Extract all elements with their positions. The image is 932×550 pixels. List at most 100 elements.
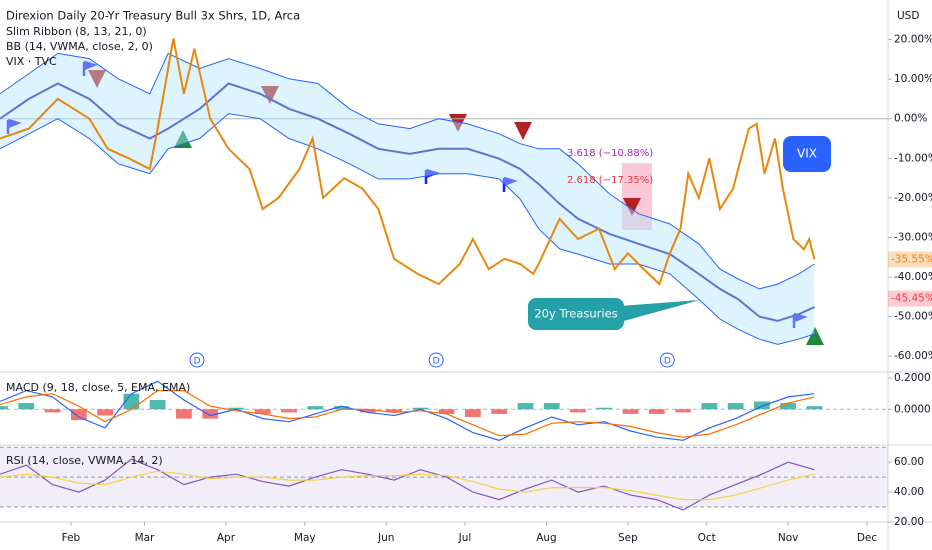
buy-triangle xyxy=(174,130,192,148)
y-tick-label: 0.2000 xyxy=(894,372,931,384)
histogram-bar xyxy=(491,409,508,414)
treasuries-pointer xyxy=(620,300,700,322)
bb-upper xyxy=(0,52,815,290)
treasuries-callout-text: 20y Treasuries xyxy=(534,307,617,321)
last-value-tag xyxy=(888,251,932,268)
pane-title: RSI (14, close, VWMA, 14, 2) xyxy=(6,454,163,467)
x-tick-label: Jul xyxy=(458,532,472,544)
x-tick-label: May xyxy=(294,532,316,544)
fib-level: 3.618 (−10.88%) xyxy=(567,148,653,159)
y-tick-label: 40.00 xyxy=(894,486,924,498)
y-tick-label: 60.00 xyxy=(894,456,924,468)
x-tick-label: Sep xyxy=(618,532,638,544)
histogram-bar xyxy=(228,407,245,410)
vix-callout xyxy=(783,136,831,172)
last-value-tag xyxy=(888,290,932,307)
pane-title: Direxion Daily 20-Yr Treasury Bull 3x Sh… xyxy=(6,9,300,23)
series-line xyxy=(0,38,816,286)
bb-fill xyxy=(0,53,815,345)
dividend-label: D xyxy=(664,357,671,367)
histogram-bar xyxy=(333,406,350,410)
x-tick-label: Feb xyxy=(62,532,81,544)
x-tick-label: Nov xyxy=(778,532,799,544)
dividend-marker xyxy=(659,352,675,368)
histogram-bar xyxy=(754,401,770,410)
y-tick-label: -60.00% xyxy=(894,350,932,362)
buy-triangle xyxy=(806,327,824,345)
histogram-bar xyxy=(307,406,324,410)
legend-entry: BB (14, VWMA, close, 2, 0) xyxy=(6,40,153,53)
histogram-bar xyxy=(359,409,376,413)
sell-triangle xyxy=(623,198,641,216)
flag xyxy=(502,176,518,192)
currency-label: USD xyxy=(897,10,919,22)
dividend-label: D xyxy=(433,357,440,367)
y-tick-label: -30.00% xyxy=(894,231,932,243)
x-tick-label: Dec xyxy=(857,532,878,544)
histogram-bar xyxy=(412,407,429,410)
histogram-bar xyxy=(281,409,297,413)
histogram-bar xyxy=(648,409,665,414)
y-tick-label: -40.00% xyxy=(894,271,932,283)
histogram-bar xyxy=(44,409,61,413)
flag xyxy=(82,60,98,76)
flag xyxy=(6,118,22,134)
y-tick-label: 0.00% xyxy=(894,113,927,125)
x-tick-label: Jun xyxy=(377,532,394,544)
series-line xyxy=(0,82,815,322)
histogram-bar xyxy=(596,407,613,410)
histogram-bar xyxy=(780,403,797,410)
fib-zone xyxy=(622,163,652,230)
histogram-bar xyxy=(438,409,455,414)
dividend-marker xyxy=(189,352,205,368)
histogram-bar xyxy=(254,409,271,414)
bb-lower xyxy=(0,113,815,345)
histogram-bar xyxy=(465,409,481,418)
vix-callout-text: VIX xyxy=(797,147,817,161)
histogram-bar xyxy=(543,403,560,410)
last-value-label: -45.45% xyxy=(891,293,932,305)
histogram-bar xyxy=(149,399,166,410)
histogram-bar xyxy=(517,403,534,410)
histogram-bar xyxy=(386,409,402,413)
sell-triangle xyxy=(261,86,279,104)
legend-entry: Slim Ribbon (8, 13, 21, 0) xyxy=(6,25,147,38)
y-tick-label: 0.0000 xyxy=(894,403,931,415)
histogram-bar xyxy=(701,403,718,410)
histogram-bar xyxy=(202,409,219,419)
y-tick-label: 20.00 xyxy=(894,516,924,528)
histogram-bar xyxy=(675,409,691,413)
fib-level: 2.618 (−17.35%) xyxy=(567,175,653,186)
histogram-bar xyxy=(97,409,113,416)
y-tick-label: 10.00% xyxy=(894,73,932,85)
histogram-bar xyxy=(70,409,87,421)
dividend-marker xyxy=(428,352,444,368)
series-line xyxy=(0,390,815,438)
series-line xyxy=(0,380,815,441)
legend-entry: VIX · TVC xyxy=(6,55,57,68)
y-tick-label: -10.00% xyxy=(894,152,932,164)
histogram-bar xyxy=(18,403,35,410)
sell-triangle xyxy=(514,122,532,140)
treasuries-callout xyxy=(528,298,624,330)
y-tick-label: 20.00% xyxy=(894,34,932,46)
pane-title: MACD (9, 18, close, 5, EMA, EMA) xyxy=(6,381,190,394)
sell-triangle xyxy=(88,70,106,88)
last-value-label: -35.55% xyxy=(891,253,932,265)
histogram-bar xyxy=(176,409,192,419)
x-tick-label: Aug xyxy=(536,532,557,544)
y-tick-label: -20.00% xyxy=(894,192,932,204)
histogram-bar xyxy=(0,406,8,410)
histogram-bar xyxy=(570,409,586,413)
dividend-label: D xyxy=(194,357,201,367)
histogram-bar xyxy=(622,409,639,414)
histogram-bar xyxy=(806,406,823,410)
series-line xyxy=(0,470,815,501)
y-tick-label: -50.00% xyxy=(894,311,932,323)
x-tick-label: Apr xyxy=(217,532,236,544)
histogram-bar xyxy=(123,393,140,410)
histogram-bar xyxy=(727,403,744,410)
x-tick-label: Oct xyxy=(698,532,716,544)
